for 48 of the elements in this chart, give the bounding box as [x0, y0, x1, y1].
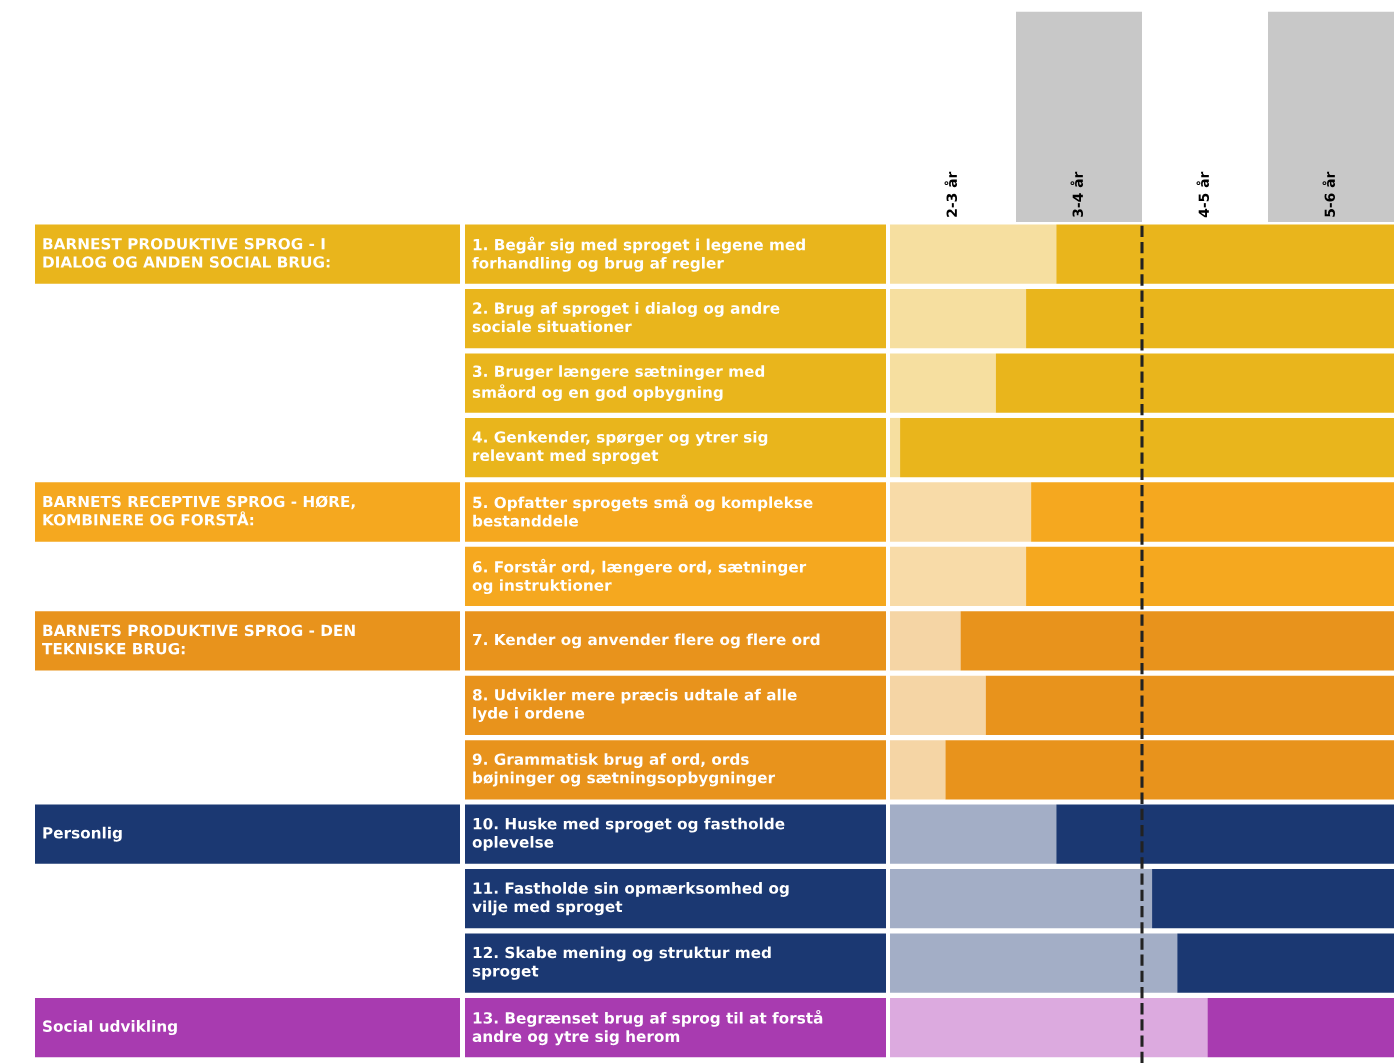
bar — [1056, 224, 1394, 284]
bar — [1026, 546, 1394, 607]
bar — [890, 611, 961, 671]
y-tick-label: 5. Opfatter sprogets små og komplekse bestanddele — [473, 494, 813, 527]
y-tick-label: 8. Udvikler mere præcis udtale af alle lyde i ordene — [472, 688, 797, 722]
text: 4-5 år — [1196, 171, 1210, 218]
bar — [890, 869, 1153, 929]
bar — [1177, 933, 1394, 993]
y-tick-label: 6. Forstår ord, længere ord, sætninger og instruktioner — [472, 558, 807, 595]
bar — [890, 740, 946, 800]
bar — [900, 417, 1394, 478]
y-tick-label: 2. Brug af sproget i dialog og andre sociale situationer — [472, 302, 780, 333]
bar — [890, 675, 986, 735]
bar — [890, 997, 1208, 1058]
bar — [1056, 804, 1394, 864]
text: Personlig — [43, 826, 122, 842]
bar — [890, 804, 1057, 864]
bar — [960, 611, 1394, 671]
bar — [1026, 289, 1394, 349]
text: 5-6 år — [1322, 171, 1336, 217]
y-tick-label: 9. Grammatisk brug af ord, ords bøjninger og sætningsopbygninger — [472, 753, 776, 787]
text: BARNETS RECEPTIVE SPROG - HØRE, KOMBINERE OG FORSTÅ: — [43, 495, 355, 526]
bar — [890, 546, 1027, 607]
bar — [945, 740, 1394, 800]
bar — [890, 224, 1057, 284]
y-tick-label: 13. Begrænset brug af sprog til at forstå andre og ytre sig herom — [472, 1009, 823, 1046]
y-tick-label: 4. Genkender, spørger og ytrer sig relevant med sproget — [472, 430, 768, 465]
y-tick-label: 10. Huske med sproget og fastholde oplevelse — [472, 817, 785, 851]
text: BARNEST PRODUKTIVE SPROG - I DIALOG OG ANDEN SOCIAL BRUG: — [43, 237, 330, 268]
y-tick-label: 11. Fastholde sin opmærksomhed og vilje med sproget — [472, 882, 789, 916]
bar — [1207, 997, 1394, 1058]
bar — [1031, 482, 1394, 542]
text: 2-3 år — [944, 171, 958, 217]
text: BARNETS PRODUKTIVE SPROG - DEN TEKNISKE BRUG: — [42, 624, 355, 655]
bar — [995, 353, 1394, 413]
y-tick-label: 1. Begår sig med sproget i legene med forhandling og brug af regler — [472, 236, 805, 272]
y-tick-label: 3. Bruger længere sætninger med småord og en god opbygning — [472, 365, 765, 402]
bar — [985, 675, 1394, 735]
bar — [890, 482, 1032, 542]
text: 3-4 år — [1070, 171, 1084, 217]
bar — [890, 933, 1178, 993]
text: Social udvikling — [43, 1020, 177, 1036]
bar — [890, 289, 1027, 349]
y-tick-label: 12. Skabe mening og struktur med sproget — [472, 946, 771, 980]
y-tick-label: 7. Kender og anvender flere og flere ord — [473, 633, 820, 649]
bar — [890, 417, 901, 478]
bar — [890, 353, 996, 413]
bar — [1152, 869, 1394, 929]
